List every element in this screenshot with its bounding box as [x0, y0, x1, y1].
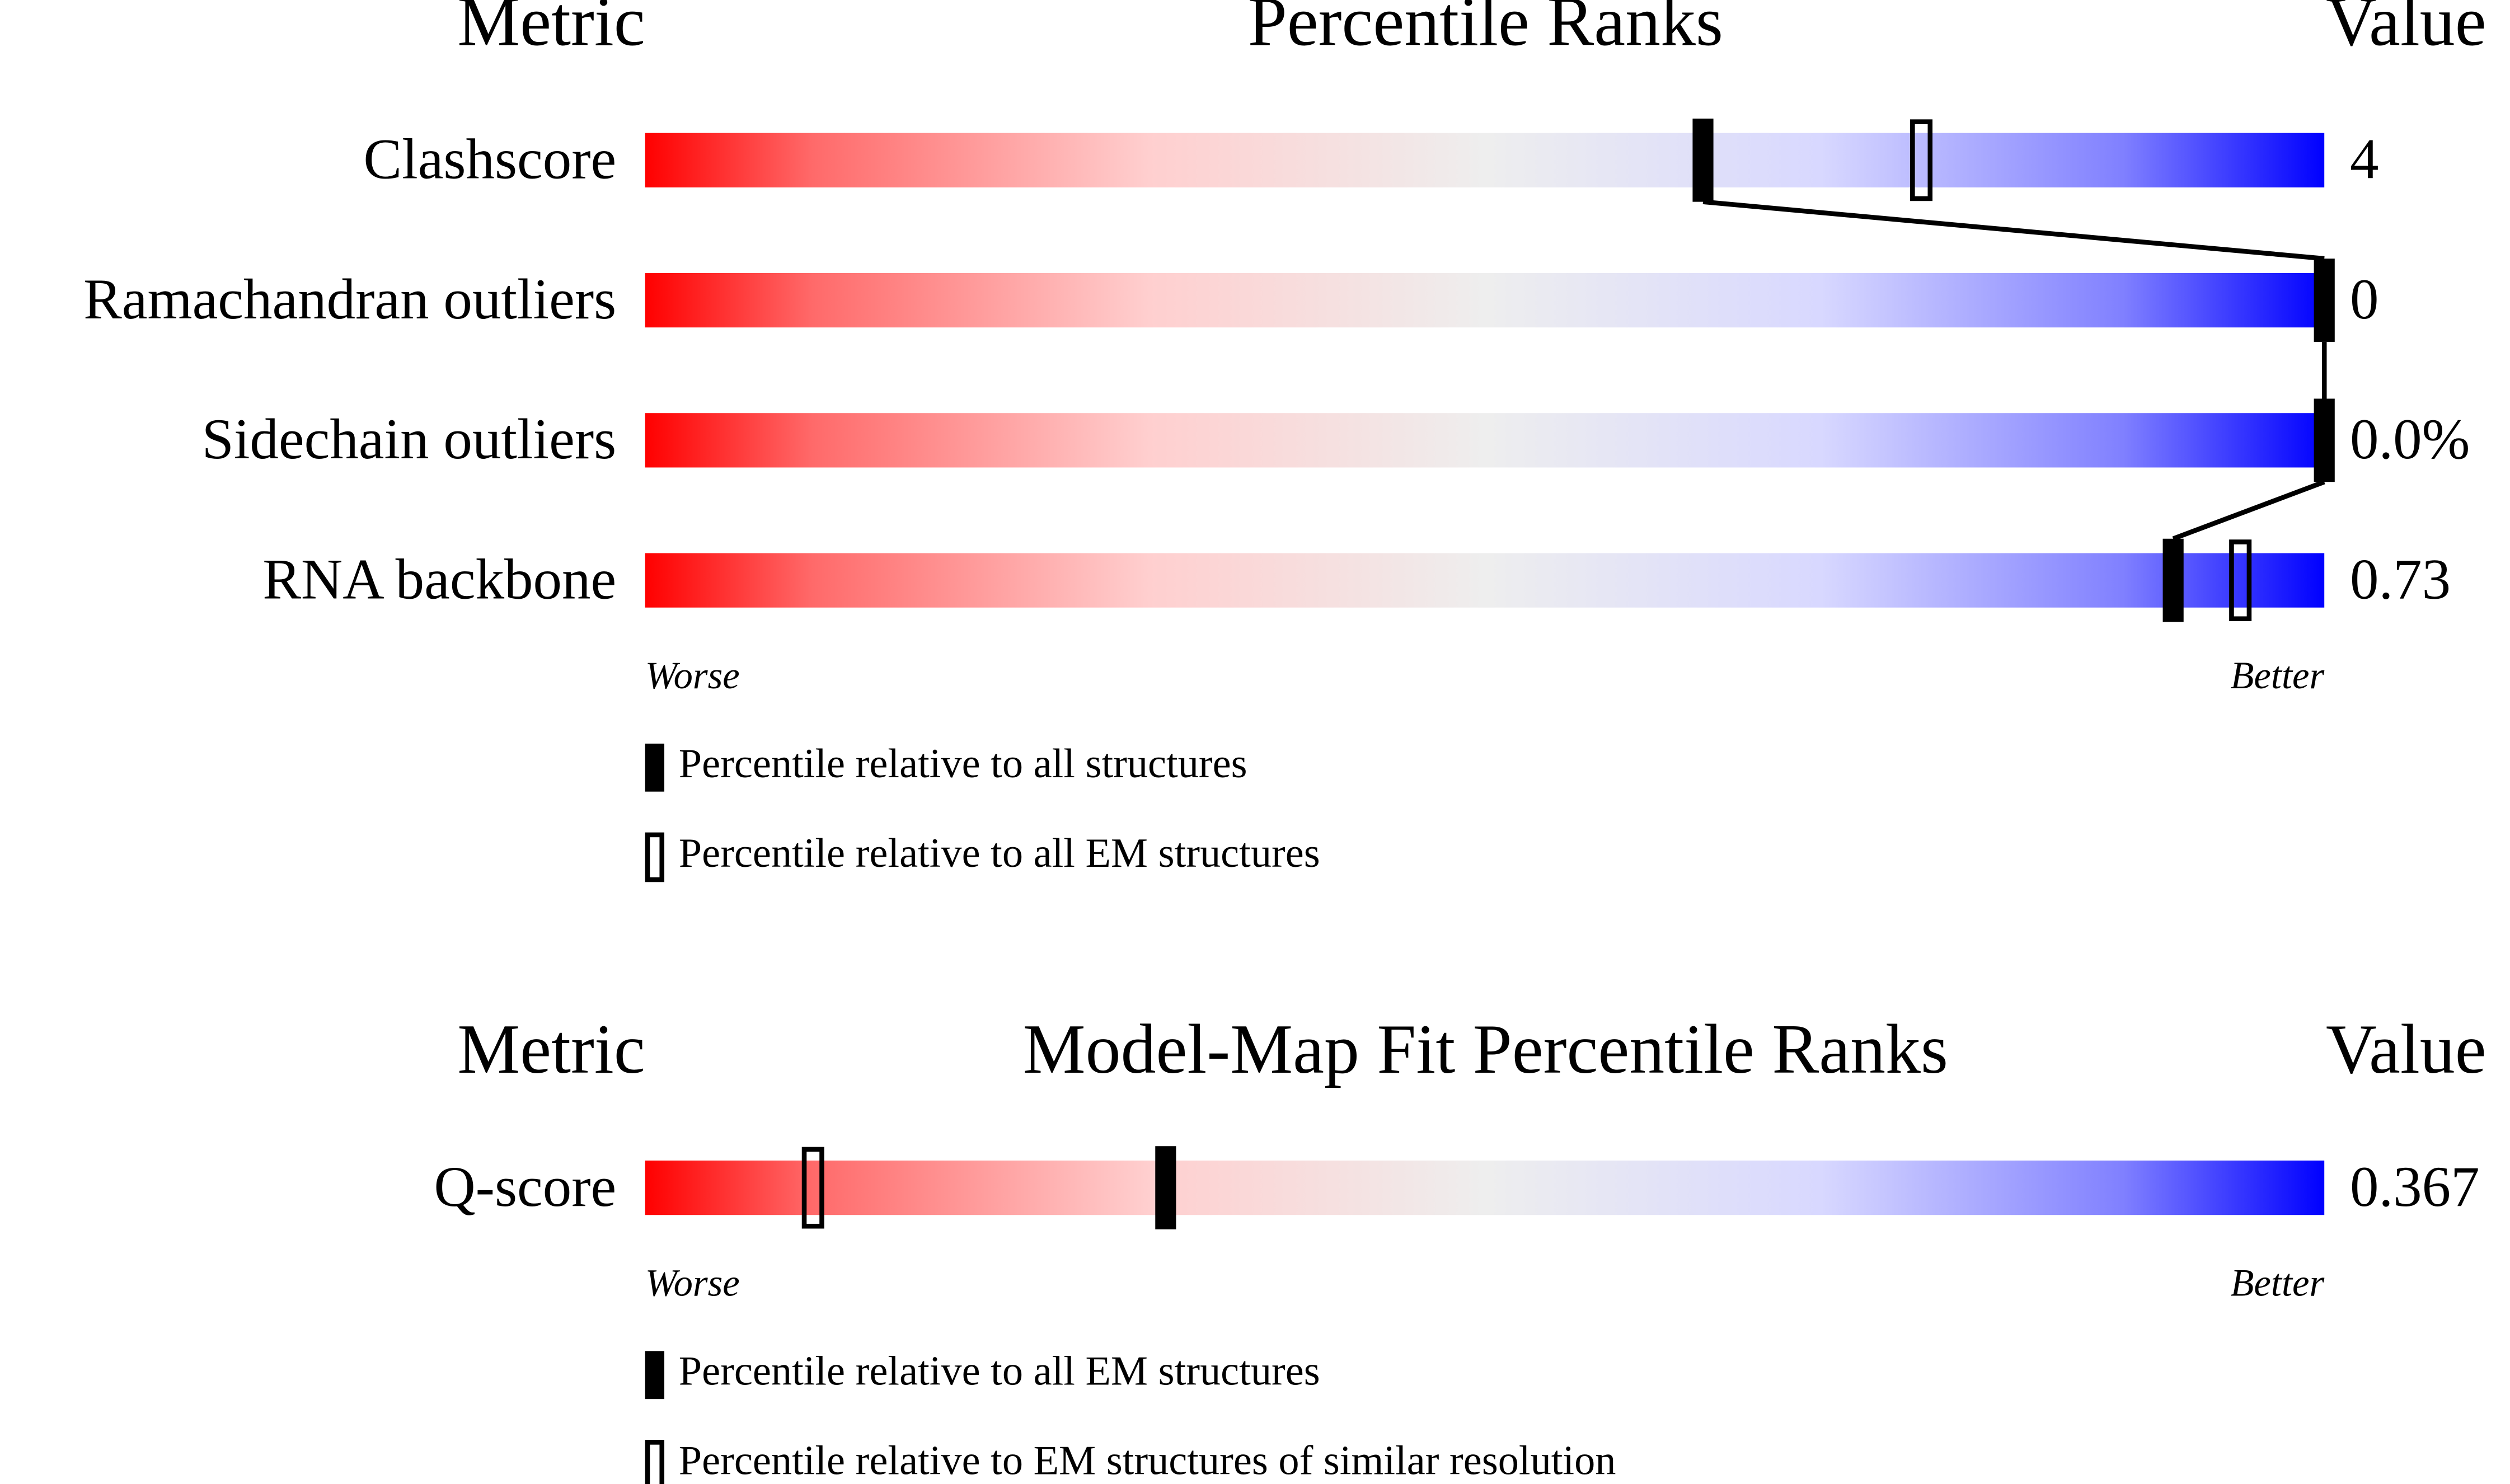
legend-filled-text: Percentile relative to all structures — [679, 741, 1247, 787]
metric-label: Clashscore — [363, 127, 616, 191]
connector — [2172, 480, 2325, 541]
open-marker — [2229, 539, 2252, 622]
slider-bar — [645, 413, 2325, 468]
slider-bar — [645, 1160, 2325, 1215]
slider-bar — [645, 133, 2325, 187]
metric-label: Sidechain outliers — [202, 407, 617, 471]
better-label: Better — [2231, 654, 2325, 697]
legend-open-text: Percentile relative to EM structures of … — [679, 1438, 1616, 1484]
metric-label: Q-score — [434, 1155, 616, 1219]
legend-open-text: Percentile relative to all EM structures — [679, 830, 1320, 876]
value-header: Value — [2326, 1011, 2486, 1088]
open-marker — [801, 1147, 824, 1229]
metric-label: Ramachandran outliers — [83, 267, 616, 331]
metric-label: RNA backbone — [262, 547, 616, 611]
filled-marker — [1155, 1146, 1176, 1229]
panel-title: Model-Map Fit Percentile Ranks — [1023, 1011, 1948, 1088]
open-marker — [1910, 119, 1933, 201]
filled-marker — [2314, 398, 2335, 482]
worse-label: Worse — [645, 654, 740, 697]
worse-label: Worse — [645, 1262, 740, 1304]
legend-filled-text: Percentile relative to all EM structures — [679, 1348, 1320, 1394]
slider-bar — [645, 273, 2325, 328]
metric-value: 0.0% — [2350, 407, 2470, 471]
filled-marker — [2314, 259, 2335, 342]
legend-filled-swatch — [645, 743, 665, 792]
connector — [1702, 199, 2325, 261]
filled-marker — [1692, 118, 1714, 202]
legend-open-swatch — [645, 1440, 665, 1484]
better-label: Better — [2231, 1262, 2325, 1304]
metric-value: 0.73 — [2350, 547, 2451, 611]
legend-filled-swatch — [645, 1351, 665, 1400]
metric-value: 4 — [2350, 127, 2378, 191]
panel-title: Percentile Ranks — [1248, 0, 1723, 61]
metric-header: Metric — [457, 1011, 645, 1088]
value-header: Value — [2326, 0, 2486, 61]
filled-marker — [2162, 538, 2184, 622]
metric-value: 0 — [2350, 267, 2378, 331]
metric-value: 0.367 — [2350, 1155, 2480, 1219]
metric-header: Metric — [457, 0, 645, 61]
slider-bar — [645, 553, 2325, 608]
legend-open-swatch — [645, 832, 665, 882]
